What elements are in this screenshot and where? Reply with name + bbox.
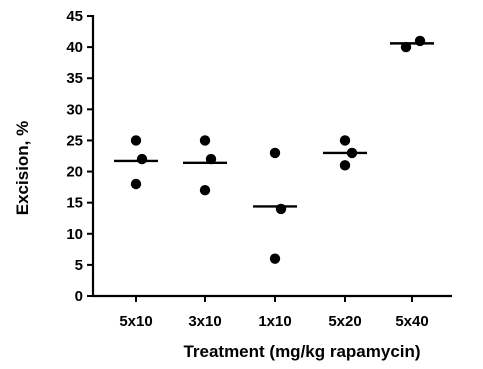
data-point-5x10 (130, 135, 142, 146)
y-tick-label: 25 (66, 132, 83, 149)
x-tick-label-1x10: 1x10 (258, 313, 291, 330)
y-tick-label: 40 (66, 39, 83, 56)
y-tick-label: 5 (75, 257, 83, 274)
y-tick-label: 0 (75, 288, 83, 305)
y-tick-label: 10 (66, 226, 83, 243)
plot-area (114, 35, 434, 264)
x-tick-label-5x40: 5x40 (395, 313, 428, 330)
x-axis-title: Treatment (mg/kg rapamycin) (183, 342, 420, 361)
y-tick-label: 35 (66, 70, 83, 87)
y-tick-label: 30 (66, 101, 83, 118)
x-tick-label-5x10: 5x10 (119, 313, 152, 330)
data-point-5x10 (136, 153, 148, 165)
y-axis-title: Excision, % (13, 121, 32, 215)
x-axis: 5x10 3x10 1x10 5x20 5x40 (92, 294, 452, 330)
data-point-1x10 (269, 253, 281, 264)
data-point-5x20 (339, 135, 351, 146)
data-point-3x10 (199, 135, 211, 146)
data-point-3x10 (199, 185, 211, 196)
y-tick-label: 20 (66, 164, 83, 181)
y-tick-label: 45 (66, 8, 83, 25)
data-point-1x10 (269, 147, 281, 159)
data-point-5x10 (130, 178, 142, 190)
x-tick-label-5x20: 5x20 (328, 313, 361, 330)
x-tick-label-3x10: 3x10 (188, 313, 221, 330)
data-point-5x20 (339, 160, 351, 171)
y-axis: 0 5 10 15 20 25 30 35 40 45 (66, 8, 95, 305)
y-tick-label: 15 (66, 195, 83, 212)
